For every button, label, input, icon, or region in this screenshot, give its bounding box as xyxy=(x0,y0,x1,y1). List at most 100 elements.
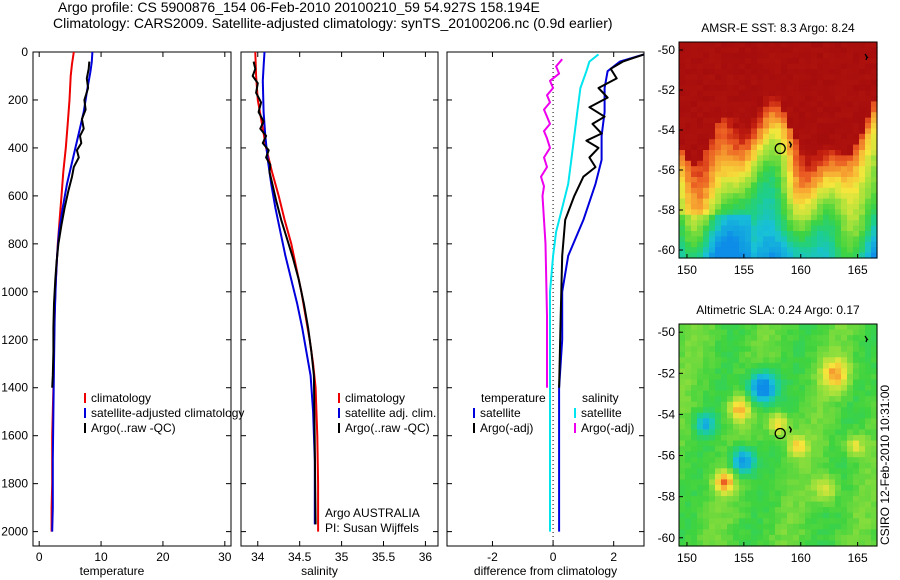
map-cell xyxy=(841,534,848,542)
map-cell xyxy=(685,440,692,447)
map-cell xyxy=(799,150,806,156)
map-cell xyxy=(745,346,752,353)
map-cell xyxy=(775,252,782,259)
map-cell xyxy=(697,52,704,59)
map-cell xyxy=(763,123,770,129)
map-cell xyxy=(835,90,842,97)
map-cell xyxy=(859,214,866,221)
map-cell xyxy=(721,512,728,519)
map-cell xyxy=(763,63,770,70)
map-cell xyxy=(775,523,782,530)
map-cell xyxy=(799,351,806,358)
map-cell xyxy=(823,236,830,243)
map-cell xyxy=(715,252,722,259)
map-cell xyxy=(703,74,710,81)
map-cell xyxy=(757,90,764,97)
map-cell xyxy=(805,490,812,497)
map-cell xyxy=(823,451,830,458)
map-cell xyxy=(841,52,848,59)
map-cell xyxy=(763,401,770,408)
map-cell xyxy=(769,220,776,227)
map-cell xyxy=(751,160,758,167)
map-cell xyxy=(763,501,770,508)
map-cell xyxy=(817,390,824,397)
map-cell xyxy=(823,220,830,227)
map-cell xyxy=(793,468,800,475)
map-cell xyxy=(847,85,854,92)
map-cell xyxy=(805,47,812,54)
map-cell xyxy=(853,379,860,386)
map-cell xyxy=(865,117,872,124)
map-cell xyxy=(835,523,842,530)
map-cell xyxy=(733,160,740,167)
map-cell xyxy=(817,85,824,92)
map-cell xyxy=(751,225,758,232)
map-cell xyxy=(715,171,722,178)
map-cell xyxy=(799,412,806,419)
map-cell xyxy=(823,225,830,232)
map-cell xyxy=(817,252,824,259)
map-cell xyxy=(835,198,842,205)
map-cell xyxy=(793,462,800,469)
map-cell xyxy=(763,379,770,386)
map-cell xyxy=(853,385,860,392)
map-cell xyxy=(751,324,758,331)
map-cell xyxy=(709,390,716,397)
map-cell xyxy=(679,412,686,419)
map-cell xyxy=(757,462,764,469)
map-cell xyxy=(691,512,698,519)
map-cell xyxy=(871,368,878,375)
map-cell xyxy=(757,523,764,530)
map-cell xyxy=(751,368,758,375)
map-cell xyxy=(757,241,764,248)
map-cell xyxy=(709,362,716,369)
map-cell xyxy=(703,379,710,386)
map-cell xyxy=(727,96,734,102)
map-cell xyxy=(781,225,788,232)
map-cell xyxy=(751,351,758,358)
map-cell xyxy=(799,101,806,108)
map-cell xyxy=(871,451,878,458)
map-cell xyxy=(817,133,824,140)
map-cell xyxy=(829,523,836,530)
map-cell xyxy=(853,47,860,54)
map-cell xyxy=(709,351,716,358)
map-cell xyxy=(847,58,854,65)
map-cell xyxy=(709,58,716,65)
map-cell xyxy=(679,446,686,453)
map-cell xyxy=(817,231,824,237)
map-cell xyxy=(841,329,848,336)
map-cell xyxy=(799,401,806,408)
map-cell xyxy=(715,468,722,475)
map-cell xyxy=(811,534,818,542)
map-cell xyxy=(823,101,830,108)
map-cell xyxy=(757,42,764,48)
map-cell xyxy=(775,346,782,353)
map-cell xyxy=(697,214,704,221)
map-cell xyxy=(727,423,734,431)
map-cell xyxy=(847,507,854,514)
map-cell xyxy=(853,171,860,178)
map-cell xyxy=(727,220,734,227)
map-cell xyxy=(715,529,722,536)
map-cell xyxy=(763,529,770,536)
map-cell xyxy=(757,368,764,375)
map-cell xyxy=(709,373,716,381)
map-cell xyxy=(739,144,746,151)
map-cell xyxy=(757,204,764,210)
map-cell xyxy=(703,160,710,167)
map-x-tick-label: 160 xyxy=(791,551,811,565)
map-cell xyxy=(685,58,692,65)
map-cell xyxy=(757,128,764,135)
map-cell xyxy=(733,171,740,178)
map-cell xyxy=(721,329,728,336)
map-cell xyxy=(745,96,752,102)
map-cell xyxy=(757,507,764,514)
map-cell xyxy=(871,42,878,48)
map-cell xyxy=(703,440,710,447)
map-cell xyxy=(853,451,860,458)
map-cell xyxy=(709,160,716,167)
map-cell xyxy=(871,150,878,156)
map-cell xyxy=(853,496,860,503)
map-cell xyxy=(859,155,866,162)
